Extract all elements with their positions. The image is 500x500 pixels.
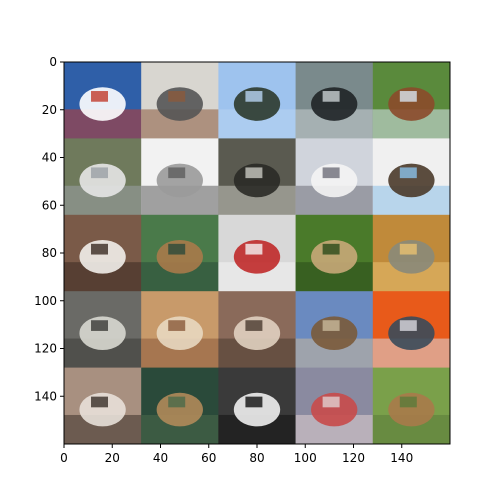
image-tile-dog xyxy=(218,291,297,369)
tile-accent xyxy=(91,396,109,408)
tile-accent xyxy=(168,243,186,255)
tile-accent xyxy=(399,167,417,179)
tile-accent xyxy=(322,320,340,331)
image-tile-horse xyxy=(64,214,142,292)
image-tile-horse xyxy=(295,367,374,444)
tile-accent xyxy=(245,243,263,255)
image-tile-deer xyxy=(141,214,219,292)
tile-accent xyxy=(322,243,340,255)
image-tile-cat xyxy=(141,291,219,369)
x-tick-label: 20 xyxy=(105,451,120,465)
image-tile-deer xyxy=(295,214,374,292)
tile-accent xyxy=(322,396,340,408)
tile-accent xyxy=(399,396,417,408)
tile-accent xyxy=(399,320,417,331)
x-tick-label: 60 xyxy=(201,451,216,465)
tile-accent xyxy=(399,243,417,255)
tile-accent xyxy=(168,396,186,408)
image-tile-ship xyxy=(64,62,142,139)
image-tile-airplane xyxy=(372,214,450,292)
image-tile-cat xyxy=(64,367,142,444)
tile-accent xyxy=(245,396,263,408)
x-axis: 0 20 40 60 80 100 120 140 xyxy=(60,444,413,465)
x-tick-label: 40 xyxy=(153,451,168,465)
tile-accent xyxy=(245,320,263,331)
image-tiles xyxy=(64,62,450,444)
image-tile-airplane xyxy=(64,138,142,216)
y-tick-label: 140 xyxy=(34,389,57,403)
image-tile-truck xyxy=(218,138,297,216)
image-tile-ship xyxy=(218,214,297,292)
tile-accent xyxy=(168,167,186,179)
x-tick-label: 140 xyxy=(390,451,413,465)
x-tick-label: 100 xyxy=(294,451,317,465)
image-tile-horse xyxy=(295,291,374,369)
y-axis: 0 20 40 60 80 100 120 140 xyxy=(34,55,64,403)
x-tick-label: 0 xyxy=(60,451,68,465)
y-tick-label: 0 xyxy=(49,55,57,69)
tile-accent xyxy=(245,167,263,179)
image-tile-ship xyxy=(372,291,450,369)
image-tile-bird xyxy=(141,367,219,444)
image-tile-horse xyxy=(372,62,450,139)
y-tick-label: 100 xyxy=(34,294,57,308)
image-tile-airplane xyxy=(218,62,297,139)
tile-accent xyxy=(245,91,263,102)
tile-accent xyxy=(322,167,340,179)
y-tick-label: 80 xyxy=(42,246,57,260)
x-tick-label: 80 xyxy=(249,451,264,465)
image-tile-cat xyxy=(64,291,142,369)
y-tick-label: 120 xyxy=(34,342,57,356)
tile-accent xyxy=(91,91,109,102)
tile-accent xyxy=(399,91,417,102)
y-tick-label: 60 xyxy=(42,198,57,212)
image-tile-cat xyxy=(295,138,374,216)
y-tick-label: 40 xyxy=(42,151,57,165)
tile-accent xyxy=(168,320,186,331)
image-tile-bird xyxy=(295,62,374,139)
tile-accent xyxy=(91,320,109,331)
tile-accent xyxy=(91,167,109,179)
tile-accent xyxy=(168,91,186,102)
image-tile-ship xyxy=(141,62,219,139)
x-tick-label: 120 xyxy=(342,451,365,465)
image-tile-cat xyxy=(218,367,297,444)
tile-accent xyxy=(322,91,340,102)
y-tick-label: 20 xyxy=(42,103,57,117)
image-tile-truck xyxy=(141,138,219,216)
tile-accent xyxy=(91,243,109,255)
image-tile-horse xyxy=(372,138,450,216)
image-tile-bird xyxy=(372,367,450,444)
